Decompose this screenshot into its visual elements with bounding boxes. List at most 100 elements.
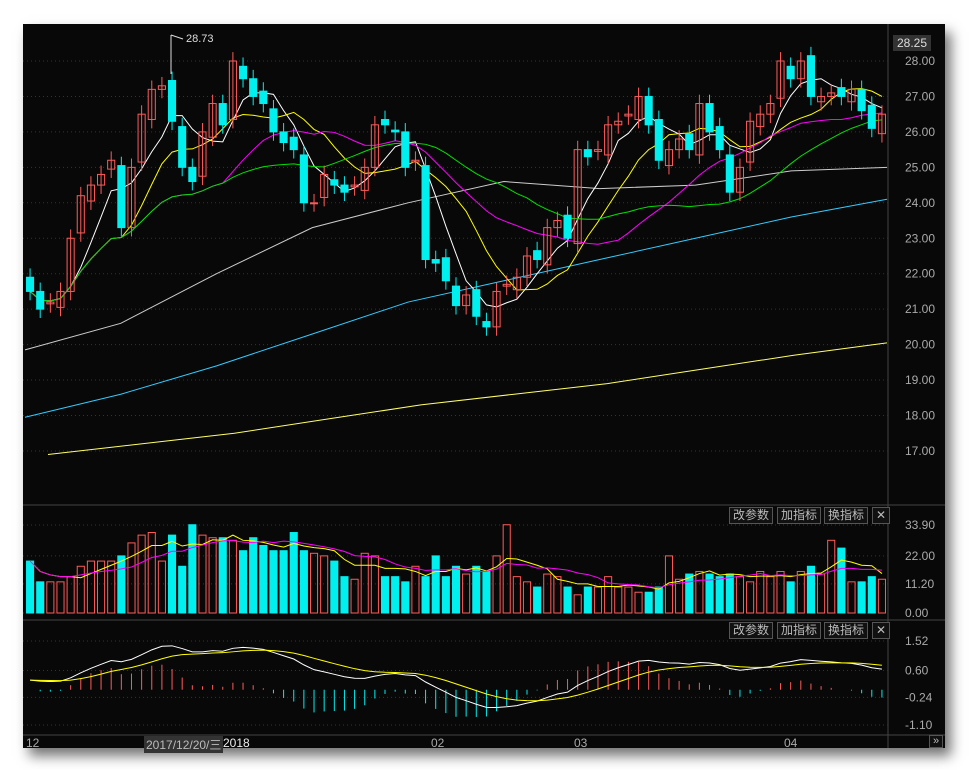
macd-close-icon[interactable]: ✕ xyxy=(872,622,891,639)
macd-tick-label: 0.60 xyxy=(905,663,929,677)
candle-up xyxy=(502,283,511,287)
volume-bar xyxy=(97,560,106,614)
candle-up xyxy=(127,166,136,229)
volume-tick-label: 33.90 xyxy=(905,518,935,532)
volume-bar xyxy=(380,576,390,614)
volume-bar xyxy=(66,576,75,614)
macd-dif-line xyxy=(30,645,882,708)
x-label-03: 03 xyxy=(574,736,588,750)
volume-bar xyxy=(827,539,836,614)
volume-bar xyxy=(431,555,440,614)
volume-bar xyxy=(867,576,876,614)
candle-up xyxy=(624,113,633,117)
volume-bar xyxy=(167,534,177,614)
volume-bar xyxy=(735,576,745,614)
scroll-right-button[interactable]: » xyxy=(929,735,944,748)
volume-tick-label: 22.00 xyxy=(905,549,935,563)
volume-bar xyxy=(624,586,633,614)
candle-up xyxy=(137,113,146,163)
volume-bar xyxy=(857,581,866,614)
volume-bar xyxy=(644,591,653,614)
candle-up xyxy=(462,294,471,307)
price-tick-label: 20.00 xyxy=(905,338,935,352)
volume-bar xyxy=(817,573,826,614)
candle-up xyxy=(593,149,603,152)
volume-bar xyxy=(766,576,775,614)
price-tick-label: 25.00 xyxy=(905,160,935,174)
volume-bar xyxy=(634,591,643,614)
current-price-label: 28.25 xyxy=(893,35,932,51)
candle-up xyxy=(877,113,886,135)
close-icon[interactable]: ✕ xyxy=(872,507,891,524)
macd-edit-params-button[interactable]: 改参数 xyxy=(729,622,774,639)
volume-bar xyxy=(147,532,156,614)
x-label-12: 12 xyxy=(26,736,40,750)
candle-up xyxy=(604,124,613,156)
volume-bar xyxy=(340,576,349,614)
volume-bar xyxy=(178,565,187,614)
candle-down xyxy=(178,126,187,168)
ma10-line xyxy=(29,88,883,302)
candle-down xyxy=(583,149,592,158)
candle-down xyxy=(472,289,481,317)
candle-down xyxy=(167,79,177,122)
high-price-marker: 28.73 xyxy=(186,33,214,45)
candle-up xyxy=(360,166,369,191)
volume-bar xyxy=(421,576,430,614)
switch-indicator-button[interactable]: 换指标 xyxy=(824,507,869,524)
candle-up xyxy=(76,195,85,234)
volume-bar xyxy=(847,581,856,614)
volume-bar xyxy=(685,573,694,614)
candle-up xyxy=(46,301,55,305)
volume-bar xyxy=(127,542,136,614)
candle-down xyxy=(380,118,390,126)
candle-down xyxy=(401,131,410,168)
edit-params-button[interactable]: 改参数 xyxy=(729,507,774,524)
cursor-date-label: 2017/12/20/三 xyxy=(144,736,224,753)
candle-up xyxy=(847,88,856,103)
candle-up xyxy=(157,85,166,90)
candle-down xyxy=(451,285,461,307)
ma20-line xyxy=(29,112,882,302)
candle-down xyxy=(289,136,298,151)
volume-bar xyxy=(756,570,765,614)
candle-down xyxy=(269,108,278,133)
add-indicator-button[interactable]: 加指标 xyxy=(777,507,822,524)
macd-add-indicator-button[interactable]: 加指标 xyxy=(777,622,822,639)
volume-bar xyxy=(604,576,613,614)
volume-bar xyxy=(715,576,724,614)
chart-canvas[interactable]: 28.00 27.00 26.00 25.00 24.00 23.00 22.00 21.00… xyxy=(23,24,945,748)
volume-bar xyxy=(837,547,846,614)
volume-bar xyxy=(26,560,35,614)
candle-up xyxy=(86,184,95,202)
candle-up xyxy=(370,124,379,168)
macd-switch-indicator-button[interactable]: 换指标 xyxy=(824,622,869,639)
stock-chart[interactable]: 28.00 27.00 26.00 25.00 24.00 23.00 22.00 21.00… xyxy=(23,24,945,753)
macd-dea-line xyxy=(30,649,882,702)
candle-down xyxy=(786,65,795,80)
candle-up xyxy=(695,103,704,156)
volume-bar xyxy=(522,581,532,614)
volume-bar xyxy=(259,545,268,614)
price-tick-label: 28.00 xyxy=(905,54,935,68)
candle-down xyxy=(482,321,491,328)
x-label-2018: 2018 xyxy=(223,736,250,750)
candle-down xyxy=(867,104,876,129)
price-tick-label: 23.00 xyxy=(905,231,935,245)
volume-bar xyxy=(512,576,521,614)
volume-bar xyxy=(877,578,886,614)
candle-up xyxy=(634,95,643,120)
price-tick-label: 26.00 xyxy=(905,125,935,139)
candle-down xyxy=(715,126,724,151)
volume-bar xyxy=(391,576,400,614)
volume-bar xyxy=(573,594,582,614)
volume-bar xyxy=(157,560,166,614)
volume-tick-label: 0.00 xyxy=(905,606,929,620)
candle-up xyxy=(66,237,75,292)
volume-bar xyxy=(117,555,126,614)
candle-up xyxy=(746,120,755,163)
candle-down xyxy=(857,88,866,112)
volume-bar xyxy=(553,576,562,614)
candle-down xyxy=(299,154,308,204)
candle-down xyxy=(391,129,400,133)
